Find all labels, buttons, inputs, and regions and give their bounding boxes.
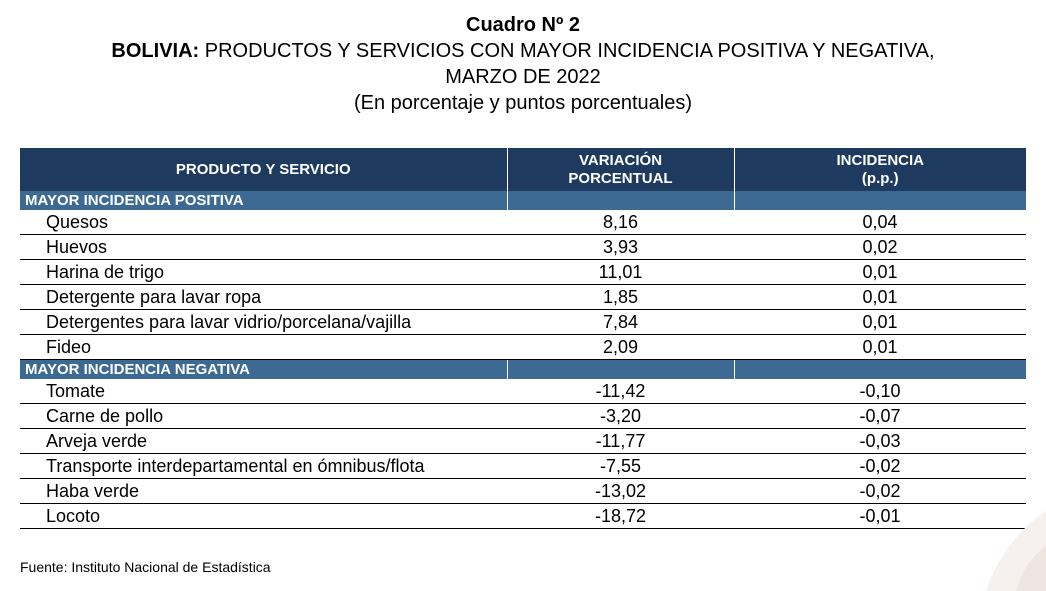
table-row: Quesos 8,16 0,04 [20, 210, 1026, 235]
incidence-value: -0,02 [734, 453, 1026, 479]
table-row: Transporte interdepartamental en ómnibus… [20, 453, 1026, 479]
table-row: Arveja verde -11,77 -0,03 [20, 428, 1026, 454]
table-row: Locoto -18,72 -0,01 [20, 503, 1026, 529]
section-label: MAYOR INCIDENCIA POSITIVA [20, 191, 508, 210]
variation-value: 2,09 [507, 334, 734, 360]
header-incidence: INCIDENCIA (p.p.) [734, 148, 1026, 191]
header-incidence-line2: (p.p.) [861, 169, 899, 187]
incidence-value: -0,07 [734, 403, 1026, 429]
product-name: Harina de trigo [20, 259, 507, 285]
variation-value: -11,77 [507, 428, 734, 454]
incidence-value: -0,02 [734, 478, 1026, 504]
incidence-value: 0,01 [734, 334, 1026, 360]
table-row: Haba verde -13,02 -0,02 [20, 478, 1026, 504]
product-name: Arveja verde [20, 428, 507, 454]
product-name: Detergente para lavar ropa [20, 284, 507, 310]
header-variation-line1: VARIACIÓN [578, 151, 663, 169]
product-name: Fideo [20, 334, 507, 360]
header-product: PRODUCTO Y SERVICIO [20, 148, 508, 191]
product-name: Quesos [20, 210, 507, 235]
incidence-value: 0,02 [734, 234, 1026, 260]
product-name: Carne de pollo [20, 403, 507, 429]
table-row: Carne de pollo -3,20 -0,07 [20, 403, 1026, 429]
header-variation: VARIACIÓN PORCENTUAL [507, 148, 735, 191]
source-note: Fuente: Instituto Nacional de Estadístic… [20, 559, 271, 575]
section-row: MAYOR INCIDENCIA POSITIVA [20, 191, 1026, 210]
table-row: Detergente para lavar ropa 1,85 0,01 [20, 284, 1026, 310]
table-row: Detergentes para lavar vidrio/porcelana/… [20, 309, 1026, 335]
header-incidence-line1: INCIDENCIA [836, 151, 924, 169]
variation-value: -18,72 [507, 503, 734, 529]
section-spacer [734, 191, 1026, 210]
variation-value: 1,85 [507, 284, 734, 310]
title-country: BOLIVIA: [111, 40, 200, 62]
table-number: Cuadro Nº 2 [466, 14, 580, 36]
variation-value: -11,42 [507, 379, 734, 404]
header-row: PRODUCTO Y SERVICIO VARIACIÓN PORCENTUAL… [20, 148, 1026, 191]
table-row: Harina de trigo 11,01 0,01 [20, 259, 1026, 285]
header-variation-line2: PORCENTUAL [568, 169, 673, 187]
incidence-value: 0,01 [734, 309, 1026, 335]
table-row: Fideo 2,09 0,01 [20, 334, 1026, 360]
product-name: Transporte interdepartamental en ómnibus… [20, 453, 507, 479]
section-row: MAYOR INCIDENCIA NEGATIVA [20, 359, 1026, 379]
incidence-table: PRODUCTO Y SERVICIO VARIACIÓN PORCENTUAL… [20, 148, 1026, 529]
variation-value: -7,55 [507, 453, 734, 479]
section-label: MAYOR INCIDENCIA NEGATIVA [20, 359, 508, 379]
incidence-value: -0,10 [734, 379, 1026, 404]
product-name: Detergentes para lavar vidrio/porcelana/… [20, 309, 507, 335]
variation-value: 7,84 [507, 309, 734, 335]
variation-value: -3,20 [507, 403, 734, 429]
section-spacer [507, 191, 735, 210]
product-name: Haba verde [20, 478, 507, 504]
table-row: Huevos 3,93 0,02 [20, 234, 1026, 260]
incidence-value: 0,04 [734, 210, 1026, 235]
product-name: Huevos [20, 234, 507, 260]
table-row: Tomate -11,42 -0,10 [20, 379, 1026, 404]
variation-value: -13,02 [507, 478, 734, 504]
product-name: Tomate [20, 379, 507, 404]
incidence-value: -0,01 [734, 503, 1026, 529]
corner-decoration [986, 511, 1046, 591]
incidence-value: 0,01 [734, 259, 1026, 285]
variation-value: 8,16 [507, 210, 734, 235]
product-name: Locoto [20, 503, 507, 529]
incidence-value: -0,03 [734, 428, 1026, 454]
section-spacer [734, 359, 1026, 379]
section-spacer [507, 359, 735, 379]
variation-value: 3,93 [507, 234, 734, 260]
title-block: Cuadro Nº 2 BOLIVIA: PRODUCTOS Y SERVICI… [0, 12, 1046, 117]
title-units: (En porcentaje y puntos porcentuales) [354, 92, 692, 114]
table-body: MAYOR INCIDENCIA POSITIVA Quesos 8,16 0,04 H… [20, 191, 1026, 529]
title-period: MARZO DE 2022 [445, 66, 601, 88]
table-title: BOLIVIA: PRODUCTOS Y SERVICIOS CON MAYOR… [0, 38, 1046, 64]
incidence-value: 0,01 [734, 284, 1026, 310]
title-rest: PRODUCTOS Y SERVICIOS CON MAYOR INCIDENC… [199, 40, 935, 62]
variation-value: 11,01 [507, 259, 734, 285]
